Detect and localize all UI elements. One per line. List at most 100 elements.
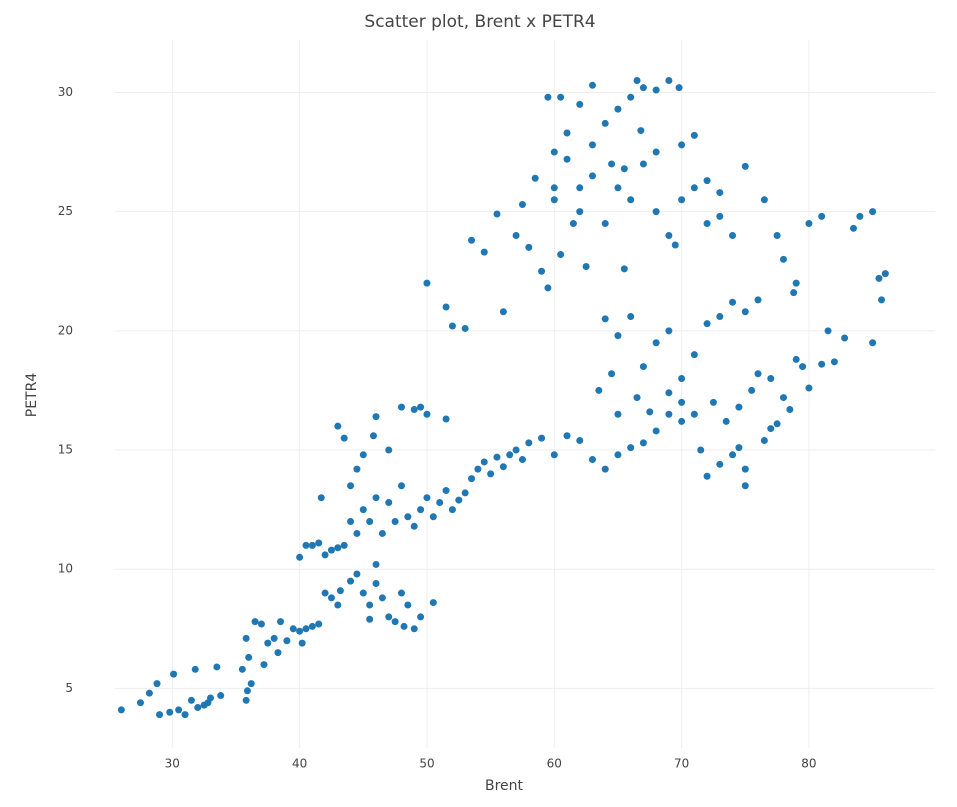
point	[665, 389, 673, 397]
point	[264, 639, 272, 647]
point	[675, 84, 683, 92]
point	[531, 174, 539, 182]
y-tick-label: 25	[58, 204, 73, 218]
point	[187, 696, 195, 704]
point	[805, 220, 813, 228]
point	[366, 601, 374, 609]
point	[588, 172, 596, 180]
point	[805, 384, 813, 392]
point	[247, 680, 255, 688]
point	[716, 313, 724, 321]
point	[576, 208, 584, 216]
point	[627, 93, 635, 101]
point	[779, 394, 787, 402]
point	[690, 410, 698, 418]
point	[417, 506, 425, 514]
point	[423, 279, 431, 287]
point	[410, 625, 418, 633]
point	[588, 456, 596, 464]
point	[576, 100, 584, 108]
point	[639, 439, 647, 447]
point	[243, 687, 251, 695]
point	[257, 620, 265, 628]
point	[429, 513, 437, 521]
point	[722, 417, 730, 425]
point	[767, 425, 775, 433]
point	[359, 589, 367, 597]
point	[538, 267, 546, 275]
point	[818, 360, 826, 368]
point	[181, 711, 189, 719]
y-tick-label: 20	[58, 323, 73, 337]
point	[544, 284, 552, 292]
point	[881, 270, 889, 278]
point	[550, 451, 558, 459]
point	[366, 518, 374, 526]
point	[487, 470, 495, 478]
point	[327, 546, 335, 554]
point	[372, 494, 380, 502]
point	[665, 410, 673, 418]
point	[397, 482, 405, 490]
point	[145, 689, 153, 697]
point	[735, 444, 743, 452]
point	[582, 262, 590, 270]
point	[729, 451, 737, 459]
point	[544, 93, 552, 101]
point	[614, 184, 622, 192]
point	[274, 649, 282, 657]
point	[690, 351, 698, 359]
point	[652, 208, 660, 216]
x-tick-label: 30	[165, 757, 180, 771]
point	[170, 670, 178, 678]
x-tick-label: 80	[801, 757, 816, 771]
point	[557, 251, 565, 259]
point	[347, 482, 355, 490]
point	[748, 386, 756, 394]
point	[614, 332, 622, 340]
point	[493, 210, 501, 218]
point	[741, 482, 749, 490]
point	[156, 711, 164, 719]
point	[735, 403, 743, 411]
point	[391, 618, 399, 626]
point	[875, 274, 883, 282]
point	[716, 189, 724, 197]
point	[468, 475, 476, 483]
point	[595, 386, 603, 394]
point	[652, 427, 660, 435]
point	[550, 148, 558, 156]
point	[493, 453, 501, 461]
point	[400, 622, 408, 630]
point	[347, 577, 355, 585]
point	[480, 248, 488, 256]
point	[639, 84, 647, 92]
point	[302, 625, 310, 633]
point	[260, 661, 268, 669]
point	[665, 327, 673, 335]
point	[550, 196, 558, 204]
point	[538, 434, 546, 442]
point	[869, 339, 877, 347]
point	[678, 375, 686, 383]
point	[620, 265, 628, 273]
point	[678, 417, 686, 425]
point	[217, 692, 225, 700]
point	[773, 420, 781, 428]
y-tick-label: 15	[58, 443, 73, 457]
point	[627, 444, 635, 452]
point	[423, 494, 431, 502]
point	[557, 93, 565, 101]
point	[366, 615, 374, 623]
point	[792, 355, 800, 363]
point	[779, 255, 787, 263]
point	[296, 553, 304, 561]
point	[729, 231, 737, 239]
point	[404, 513, 412, 521]
point	[298, 639, 306, 647]
point	[754, 370, 762, 378]
point	[652, 148, 660, 156]
point	[678, 196, 686, 204]
point	[652, 339, 660, 347]
